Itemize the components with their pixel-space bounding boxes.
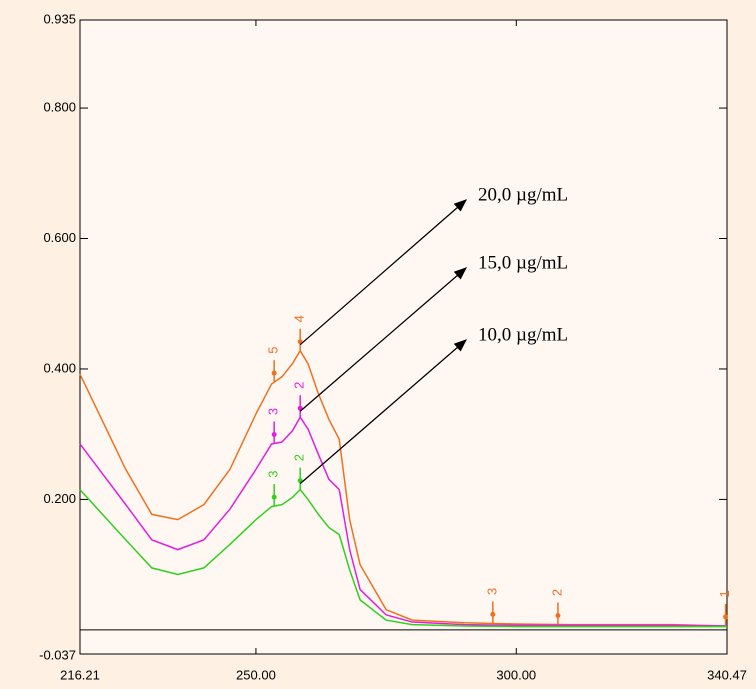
y-tick-label: 0.200	[43, 491, 76, 506]
x-tick-label: 300.00	[496, 667, 536, 682]
y-tick-label: 0.800	[43, 99, 76, 114]
peak-label: 3	[484, 588, 499, 595]
x-tick-label: 340.47	[707, 667, 747, 682]
peak-dot	[272, 371, 277, 376]
peak-label: 3	[266, 470, 281, 477]
y-tick-label: 0.400	[43, 360, 76, 375]
peak-dot	[272, 432, 277, 437]
peak-dot	[555, 613, 560, 618]
annotation: 20,0 µg/mL	[478, 184, 568, 205]
plot-frame	[80, 20, 727, 654]
x-tick-label: 250.00	[236, 667, 276, 682]
peak-label: 2	[292, 454, 307, 461]
peak-dot	[723, 614, 728, 619]
annotation: 15,0 µg/mL	[478, 252, 568, 273]
chart: -0.037 0.200 0.400 0.600 0.800 0.935 216.21 250…	[0, 0, 756, 689]
peak-dot	[490, 612, 495, 617]
y-tick-label: 0.935	[43, 11, 76, 26]
peak-label: 2	[549, 589, 564, 596]
y-tick-label: 0.600	[43, 230, 76, 245]
y-tick-label: -0.037	[39, 647, 76, 662]
peak-label: 5	[266, 347, 281, 354]
peak-dot	[272, 495, 277, 500]
peak-label: 4	[292, 315, 307, 322]
peak-label: 2	[292, 382, 307, 389]
peak-label: 3	[266, 408, 281, 415]
peak-label: 1	[717, 590, 732, 597]
annotation: 10,0 µg/mL	[478, 324, 568, 345]
x-tick-label: 216.21	[60, 667, 100, 682]
